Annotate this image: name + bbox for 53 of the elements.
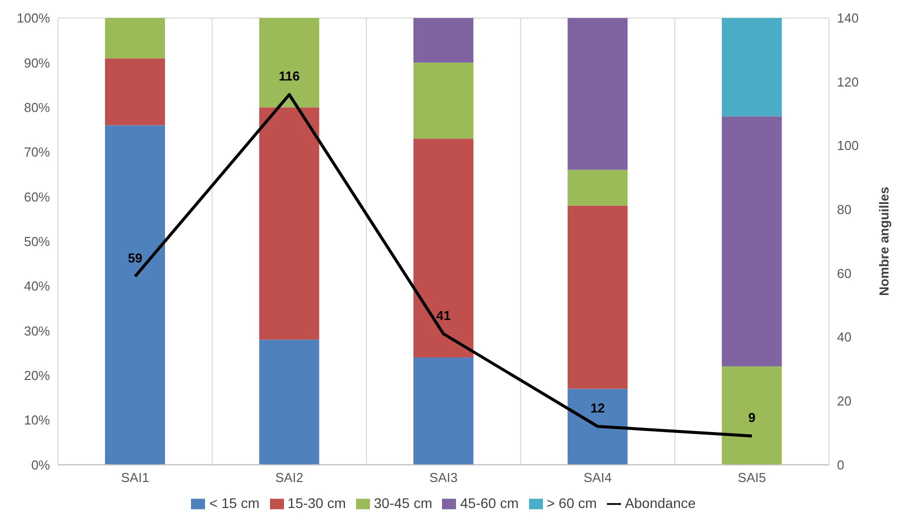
bar xyxy=(259,18,320,108)
data-label: 9 xyxy=(748,410,756,425)
x-tick-label: SAI2 xyxy=(275,470,304,485)
bar xyxy=(259,340,320,465)
y2-tick-label: 60 xyxy=(837,266,852,281)
y-tick-label: 20% xyxy=(24,368,50,383)
legend-label: Abondance xyxy=(624,494,696,511)
legend-label: 45-60 cm xyxy=(460,494,519,511)
y2-axis-title: Nombre anguilles xyxy=(876,186,892,296)
bar xyxy=(259,107,320,340)
bar xyxy=(722,18,782,116)
y-tick-label: 80% xyxy=(24,100,50,115)
bar xyxy=(105,18,165,58)
bar xyxy=(722,116,782,366)
data-label: 59 xyxy=(128,250,142,266)
x-tick-label: SAI4 xyxy=(584,470,612,485)
y-tick-label: 60% xyxy=(24,189,50,204)
y2-tick-label: 20 xyxy=(837,394,852,409)
bar xyxy=(568,388,628,465)
y2-tick-label: 120 xyxy=(837,74,859,90)
y-tick-label: 90% xyxy=(24,55,50,70)
y-tick-label: 100% xyxy=(16,10,50,26)
bar xyxy=(413,62,474,139)
x-tick-label: SAI5 xyxy=(738,470,766,485)
y-tick-label: 50% xyxy=(24,234,50,249)
bar xyxy=(413,357,474,465)
data-label: 116 xyxy=(278,68,300,84)
bar xyxy=(568,170,628,206)
y2-tick-label: 140 xyxy=(837,10,859,26)
legend-label: < 15 cm xyxy=(209,494,260,511)
data-label: 41 xyxy=(436,308,451,323)
x-tick-label: SAI1 xyxy=(121,470,150,485)
y-tick-label: 0% xyxy=(31,457,50,472)
legend-label: > 60 cm xyxy=(546,494,597,511)
y2-tick-label: 0 xyxy=(837,457,844,472)
y-tick-label: 70% xyxy=(24,144,50,160)
legend-label: 15-30 cm xyxy=(288,494,346,511)
y2-tick-label: 100 xyxy=(837,138,859,154)
y2-tick-label: 40 xyxy=(837,330,852,345)
y-tick-label: 40% xyxy=(24,278,50,294)
x-tick-label: SAI3 xyxy=(429,470,458,485)
bar xyxy=(413,18,474,63)
y-tick-label: 10% xyxy=(24,412,50,428)
data-label: 12 xyxy=(590,400,605,416)
bar xyxy=(105,125,165,465)
bar xyxy=(722,366,782,465)
legend-label: 30-45 cm xyxy=(374,494,432,511)
y2-tick-label: 80 xyxy=(837,202,852,218)
bar xyxy=(105,58,165,126)
y-tick-label: 30% xyxy=(24,323,50,338)
bar xyxy=(568,18,628,170)
bar xyxy=(413,138,474,358)
bar xyxy=(568,206,628,389)
